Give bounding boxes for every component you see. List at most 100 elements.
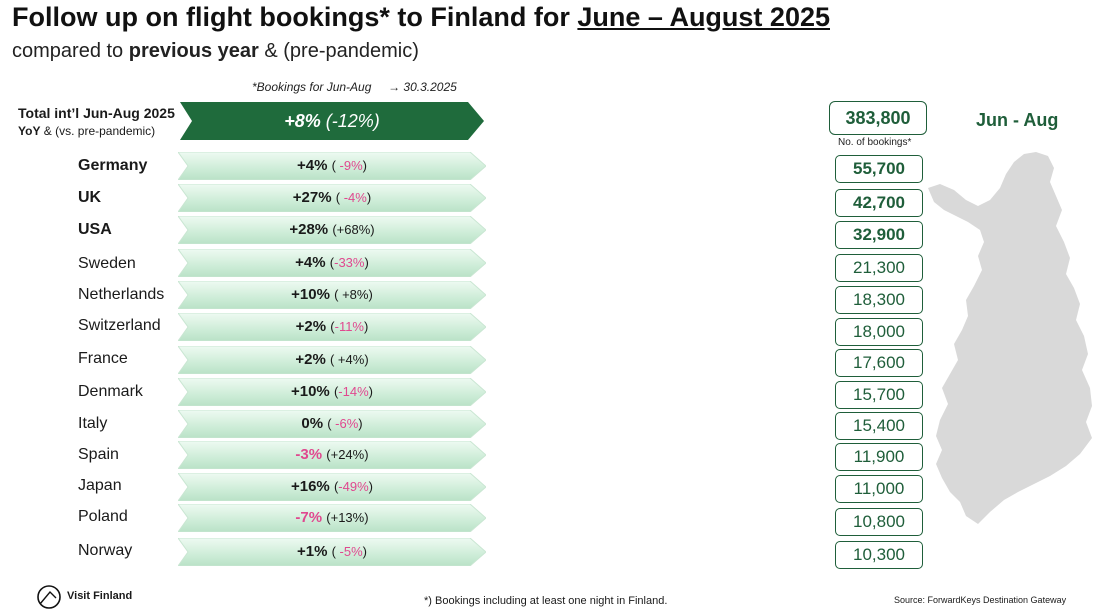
bookings-box: 11,900: [835, 443, 923, 471]
bookings-box: 10,300: [835, 541, 923, 569]
pre-open: (: [326, 510, 331, 525]
country-change: +1% ( -5%): [178, 538, 486, 566]
country-name: France: [78, 350, 128, 367]
pre-open: (: [335, 190, 344, 205]
pre-close: ): [364, 319, 369, 334]
country-arrow-shape: [178, 152, 486, 180]
pre-value: +8%: [342, 287, 369, 302]
pre-value: -14%: [338, 384, 369, 399]
country-arrow-shape: [178, 346, 486, 374]
country-arrow-shape: [178, 378, 486, 406]
total-change: +8% (-12%): [180, 102, 484, 140]
visit-finland-logo-text: Visit Finland: [67, 590, 133, 602]
pre-pandemic-change: ( -5%): [332, 544, 367, 559]
note-date: 30.3.2025: [403, 80, 457, 94]
pre-open: (: [333, 384, 339, 399]
pre-value: +13%: [330, 510, 365, 525]
pre-pandemic-change: ( -4%): [336, 190, 371, 205]
country-change: -3% (+24%): [178, 441, 486, 469]
country-name: Norway: [78, 542, 133, 559]
pre-close: ): [364, 352, 369, 367]
arrow-right-icon: →: [388, 80, 401, 94]
country-arrow-shape: [178, 410, 486, 438]
pre-pandemic-change: (-14%): [334, 384, 373, 399]
bookings-label: No. of bookings*: [838, 137, 912, 148]
pre-open: (: [330, 319, 335, 334]
pre-close: ): [370, 222, 375, 237]
country-change: +10% (-14%): [178, 378, 486, 406]
yoy-change: -7%: [295, 509, 323, 526]
bookings-box: 55,700: [835, 155, 923, 183]
pre-value: -5%: [339, 544, 363, 559]
pre-close: ): [362, 544, 368, 559]
pre-close: ): [368, 287, 373, 302]
pre-open: (: [334, 287, 343, 302]
yoy-change: +2%: [295, 318, 327, 335]
yoy-change: +10%: [290, 383, 330, 400]
bookings-note: *Bookings for Jun-Aug → 30.3.2025: [252, 80, 457, 94]
note-text: *Bookings for Jun-Aug: [252, 80, 372, 94]
pre-value: +68%: [336, 222, 371, 237]
finland-map: [928, 152, 1092, 524]
pre-open: (: [327, 416, 336, 431]
bookings-box: 11,000: [835, 475, 923, 503]
pre-close: ): [368, 384, 373, 399]
yoy-change: +4%: [295, 254, 326, 271]
title-period: June – August 2025: [577, 2, 830, 32]
page-title: Follow up on flight bookings* to Finland…: [12, 2, 830, 33]
pre-open: (: [331, 544, 340, 559]
country-arrow-shape: [178, 281, 486, 309]
total-label-yoy: YoY: [18, 124, 41, 138]
total-label-title: Total int’l Jun-Aug 2025: [18, 105, 175, 121]
pre-pandemic-change: (+13%): [326, 510, 368, 525]
pre-close: ): [366, 190, 372, 205]
pre-open: (: [329, 352, 338, 367]
country-arrow-shape: [178, 313, 486, 341]
yoy-change: 0%: [301, 415, 324, 432]
pre-close: ): [358, 416, 363, 431]
yoy-change: +4%: [296, 157, 328, 174]
total-label-sub: YoY & (vs. pre-pandemic): [18, 122, 175, 140]
country-change: +28% (+68%): [178, 216, 486, 244]
pre-close: ): [364, 510, 369, 525]
pre-pandemic-change: (-11%): [330, 319, 368, 334]
bookings-box: 42,700: [835, 189, 923, 217]
pre-open: (: [326, 447, 331, 462]
country-arrow-shape: [178, 504, 486, 532]
bookings-box: 32,900: [835, 221, 923, 249]
pre-open: (: [333, 479, 339, 494]
yoy-change: -3%: [295, 446, 323, 463]
country-name: Japan: [78, 477, 122, 494]
pre-open: (: [332, 222, 337, 237]
total-arrow-shape: [180, 102, 484, 140]
country-change: +10% ( +8%): [178, 281, 486, 309]
country-arrow-shape: [178, 473, 486, 501]
bookings-box: 17,600: [835, 349, 923, 377]
total-yoy: +8%: [284, 111, 321, 131]
pre-pandemic-change: (+68%): [332, 222, 374, 237]
pre-pandemic-change: ( -6%): [327, 416, 362, 431]
yoy-change: +28%: [289, 221, 329, 238]
country-arrow-shape: [178, 249, 486, 277]
country-name: Spain: [78, 446, 119, 463]
bookings-box: 21,300: [835, 254, 923, 282]
pre-open: (: [331, 158, 340, 173]
pre-pandemic-change: ( -9%): [332, 158, 367, 173]
total-pre: (-12%): [320, 111, 380, 131]
pre-open: (: [329, 255, 335, 270]
pre-close: ): [364, 447, 369, 462]
country-arrow-shape: [178, 441, 486, 469]
subtitle-suffix: & (pre-pandemic): [258, 40, 419, 62]
country-change: +2% (-11%): [178, 313, 486, 341]
yoy-change: +16%: [290, 478, 330, 495]
country-change: +4% ( -9%): [178, 152, 486, 180]
pre-value: -33%: [334, 255, 365, 270]
pre-value: +24%: [330, 447, 365, 462]
yoy-change: +27%: [292, 189, 332, 206]
source-note: Source: ForwardKeys Destination Gateway: [894, 595, 1067, 605]
country-name: Denmark: [78, 383, 143, 400]
country-name: Netherlands: [78, 286, 165, 303]
yoy-change: +10%: [291, 286, 330, 303]
pre-close: ): [364, 255, 369, 270]
pre-pandemic-change: ( +8%): [334, 287, 373, 302]
